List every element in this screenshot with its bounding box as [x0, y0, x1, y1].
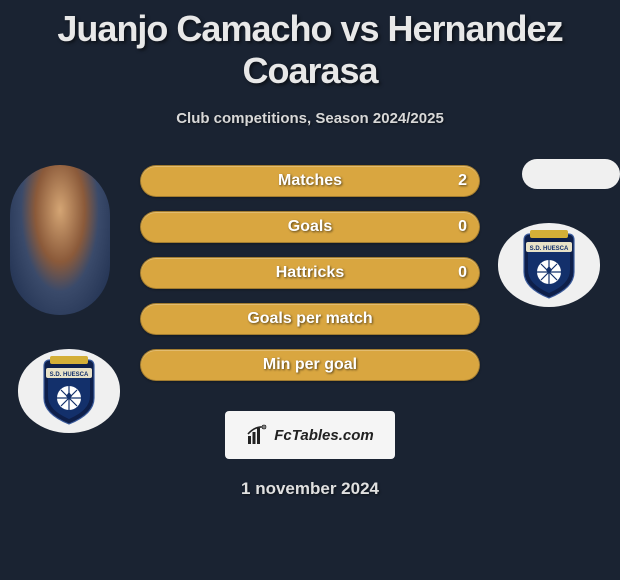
huesca-shield-icon: S.D. HUESCA [38, 356, 100, 426]
player-right-avatar [522, 159, 620, 189]
page-title: Juanjo Camacho vs Hernandez Coarasa [0, 0, 620, 92]
stat-value-left: 0 [458, 258, 467, 288]
subtitle: Club competitions, Season 2024/2025 [0, 110, 620, 127]
svg-text:S.D. HUESCA: S.D. HUESCA [530, 246, 569, 252]
fctables-logo-icon [246, 424, 268, 446]
club-crest-right: S.D. HUESCA [498, 223, 600, 307]
stat-row-goals: Goals 0 [140, 211, 480, 243]
fctables-badge: FcTables.com [225, 411, 395, 459]
stat-label: Goals [141, 212, 479, 242]
fctables-logo-text: FcTables.com [274, 427, 373, 444]
generated-date: 1 november 2024 [0, 479, 620, 499]
player-left-avatar [10, 165, 110, 315]
stat-row-min-per-goal: Min per goal [140, 349, 480, 381]
club-crest-left: S.D. HUESCA [18, 349, 120, 433]
huesca-shield-icon: S.D. HUESCA [518, 230, 580, 300]
stat-row-matches: Matches 2 [140, 165, 480, 197]
stat-row-hattricks: Hattricks 0 [140, 257, 480, 289]
stat-value-left: 0 [458, 212, 467, 242]
stat-label: Min per goal [141, 350, 479, 380]
stat-label: Hattricks [141, 258, 479, 288]
stat-label: Goals per match [141, 304, 479, 334]
stat-value-left: 2 [458, 166, 467, 196]
svg-text:S.D. HUESCA: S.D. HUESCA [50, 372, 89, 378]
stat-label: Matches [141, 166, 479, 196]
stat-row-goals-per-match: Goals per match [140, 303, 480, 335]
comparison-content: S.D. HUESCA S.D. HUESCA [0, 165, 620, 499]
stat-rows: Matches 2 Goals 0 Hattricks 0 Goals per … [140, 165, 480, 381]
